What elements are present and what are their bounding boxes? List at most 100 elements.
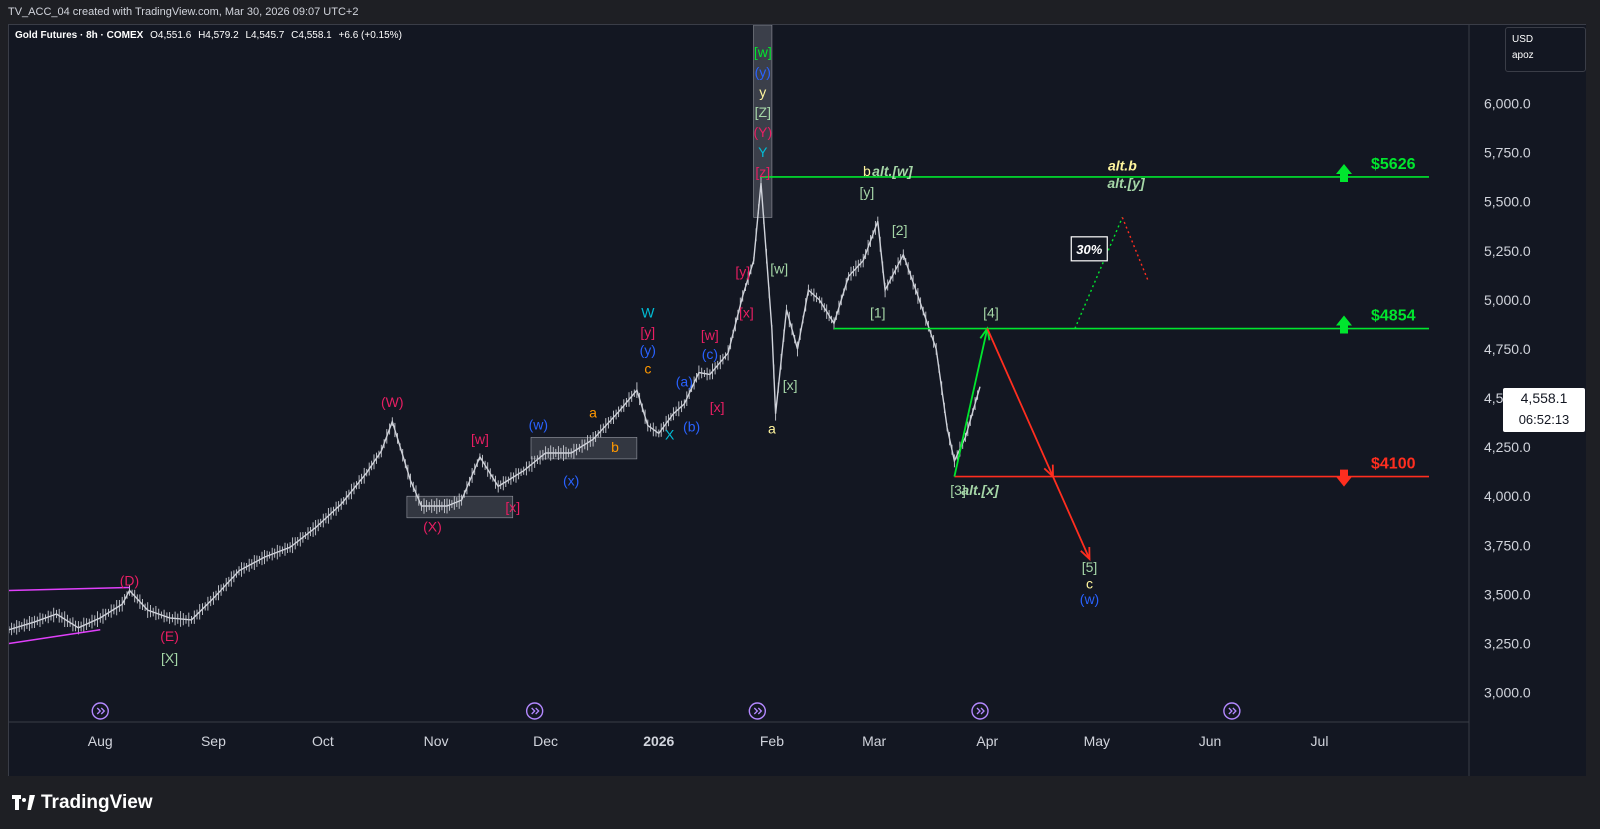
wave-label: [4] — [983, 305, 999, 321]
wave-label: [y] — [735, 263, 750, 279]
wave-label: b — [611, 439, 619, 455]
legend-open: O4,551.6 — [150, 30, 192, 41]
wave-label: [5] — [1082, 559, 1098, 575]
wave-label: [w] — [770, 260, 788, 276]
stack-wave-label: Y — [758, 144, 768, 160]
level-label: $4100 — [1371, 456, 1416, 473]
chart-background — [9, 25, 1586, 776]
wave-label: [x] — [710, 399, 725, 415]
wave-label: X — [665, 426, 675, 442]
price-tick-label: 3,750.0 — [1484, 537, 1531, 553]
wave-label: [w] — [471, 431, 489, 447]
time-tick-label: 2026 — [643, 733, 674, 749]
level-up-arrow-icon — [1336, 315, 1352, 334]
wave-label: [y] — [640, 324, 655, 340]
stack-wave-label: [Z] — [755, 104, 771, 120]
wave-label: [x] — [739, 305, 754, 321]
stack-wave-label: (y) — [755, 64, 771, 80]
consolidation-box — [406, 495, 514, 519]
stack-wave-label: y — [759, 84, 766, 100]
wave-label: (w) — [529, 416, 548, 432]
wave-label: [w] — [701, 327, 719, 343]
legend-high: H4,579.2 — [198, 30, 239, 41]
wave-label: [x] — [505, 499, 520, 515]
price-tick-label: 4,750.0 — [1484, 341, 1531, 357]
price-tick-label: 3,500.0 — [1484, 586, 1531, 602]
wave-label: a — [768, 420, 776, 436]
wave-label: (y) — [640, 342, 656, 358]
wave-label: [1] — [870, 305, 886, 321]
wave-label: (x) — [563, 472, 579, 488]
wave-label: [y] — [859, 184, 874, 200]
brand-name: TradingView — [41, 792, 153, 813]
triangle-upper-line — [9, 586, 130, 592]
price-tick-label: 4,250.0 — [1484, 439, 1531, 455]
wave-label: (a) — [676, 373, 693, 389]
projection-arrowhead — [1080, 547, 1091, 562]
currency-label: USD — [1512, 34, 1534, 45]
price-tick-label: 6,000.0 — [1484, 96, 1531, 112]
time-tick-label: Oct — [312, 733, 334, 749]
stack-wave-label: [z] — [755, 164, 770, 180]
wave-label: alt.[y] — [1107, 175, 1146, 191]
legend-symbol: Gold Futures · 8h · COMEX — [15, 30, 144, 41]
wave-label: alt.b — [1108, 157, 1137, 173]
level-label: $5626 — [1371, 156, 1416, 173]
wave-label: (w) — [1080, 591, 1099, 607]
tradingview-logo-icon — [12, 795, 36, 811]
header-title: TV_ACC_04 created with TradingView.com, … — [0, 0, 1600, 24]
time-tick-label: May — [1084, 733, 1110, 749]
currency-selector[interactable]: USD apoz — [1505, 27, 1586, 72]
stack-wave-label: (Y) — [753, 124, 772, 140]
probability-box — [1070, 236, 1108, 262]
stack-wave-label: [w] — [754, 44, 772, 60]
level-up-arrow-icon — [1336, 163, 1352, 182]
event-marker-chevron-icon — [976, 707, 985, 715]
time-tick-label: Apr — [976, 733, 998, 749]
wave-label: alt.[x] — [961, 482, 1000, 498]
event-marker-chevron-icon — [753, 707, 763, 715]
price-tick-label: 5,000.0 — [1484, 292, 1531, 308]
wave-label: [2] — [892, 222, 908, 238]
price-tick-label: 3,250.0 — [1484, 635, 1531, 651]
wave-label: alt.[w] — [872, 163, 914, 179]
price-tick-label: 3,000.0 — [1484, 685, 1531, 701]
projection-mid-arrowhead — [1043, 464, 1054, 479]
top-zone-box — [753, 25, 773, 218]
wave-label: c — [644, 361, 651, 377]
alt-projection-down — [1121, 217, 1149, 281]
level-down-arrow-icon — [1336, 469, 1352, 487]
price-tick-label: 5,750.0 — [1484, 145, 1531, 161]
tradingview-logo[interactable]: TradingView — [12, 792, 153, 814]
time-tick-label: Mar — [862, 733, 886, 749]
projection-path — [953, 328, 989, 477]
price-tick-label: 5,250.0 — [1484, 243, 1531, 259]
time-tick-label: Jul — [1311, 733, 1329, 749]
user-label: apoz — [1512, 50, 1534, 61]
wave-label: (X) — [423, 519, 442, 535]
bar-countdown: 06:52:13 — [1518, 412, 1570, 427]
wave-label: a — [589, 405, 597, 421]
probability-label: 30% — [1076, 242, 1102, 257]
wave-label: [X] — [161, 650, 178, 666]
time-tick-label: Nov — [424, 733, 449, 749]
wave-label: c — [1086, 575, 1093, 591]
chart-legend: Gold Futures · 8h · COMEX O4,551.6 H4,57… — [15, 30, 402, 41]
time-tick-label: Jun — [1199, 733, 1222, 749]
price-tick-label: 4,000.0 — [1484, 488, 1531, 504]
wave-label: (D) — [120, 573, 139, 589]
time-tick-label: Sep — [201, 733, 226, 749]
time-tick-label: Dec — [533, 733, 558, 749]
last-price: 4,558.1 — [1520, 390, 1568, 406]
alt-projection-up — [1074, 217, 1124, 329]
wave-label: [x] — [783, 377, 798, 393]
wave-label: (b) — [683, 418, 700, 434]
wave-label: (W) — [381, 394, 404, 410]
wave-label: (c) — [702, 346, 718, 362]
time-tick-label: Feb — [760, 733, 784, 749]
last-price-tag: 4,558.1 06:52:13 — [1503, 388, 1585, 432]
price-chart[interactable]: $5626 $4854 $4100 30% (D) (E) [X] (W) (X) [w] [x… — [9, 25, 1586, 776]
legend-low: L4,545.7 — [245, 30, 285, 41]
price-tick-label: 5,500.0 — [1484, 194, 1531, 210]
wave-label: (E) — [160, 628, 179, 644]
